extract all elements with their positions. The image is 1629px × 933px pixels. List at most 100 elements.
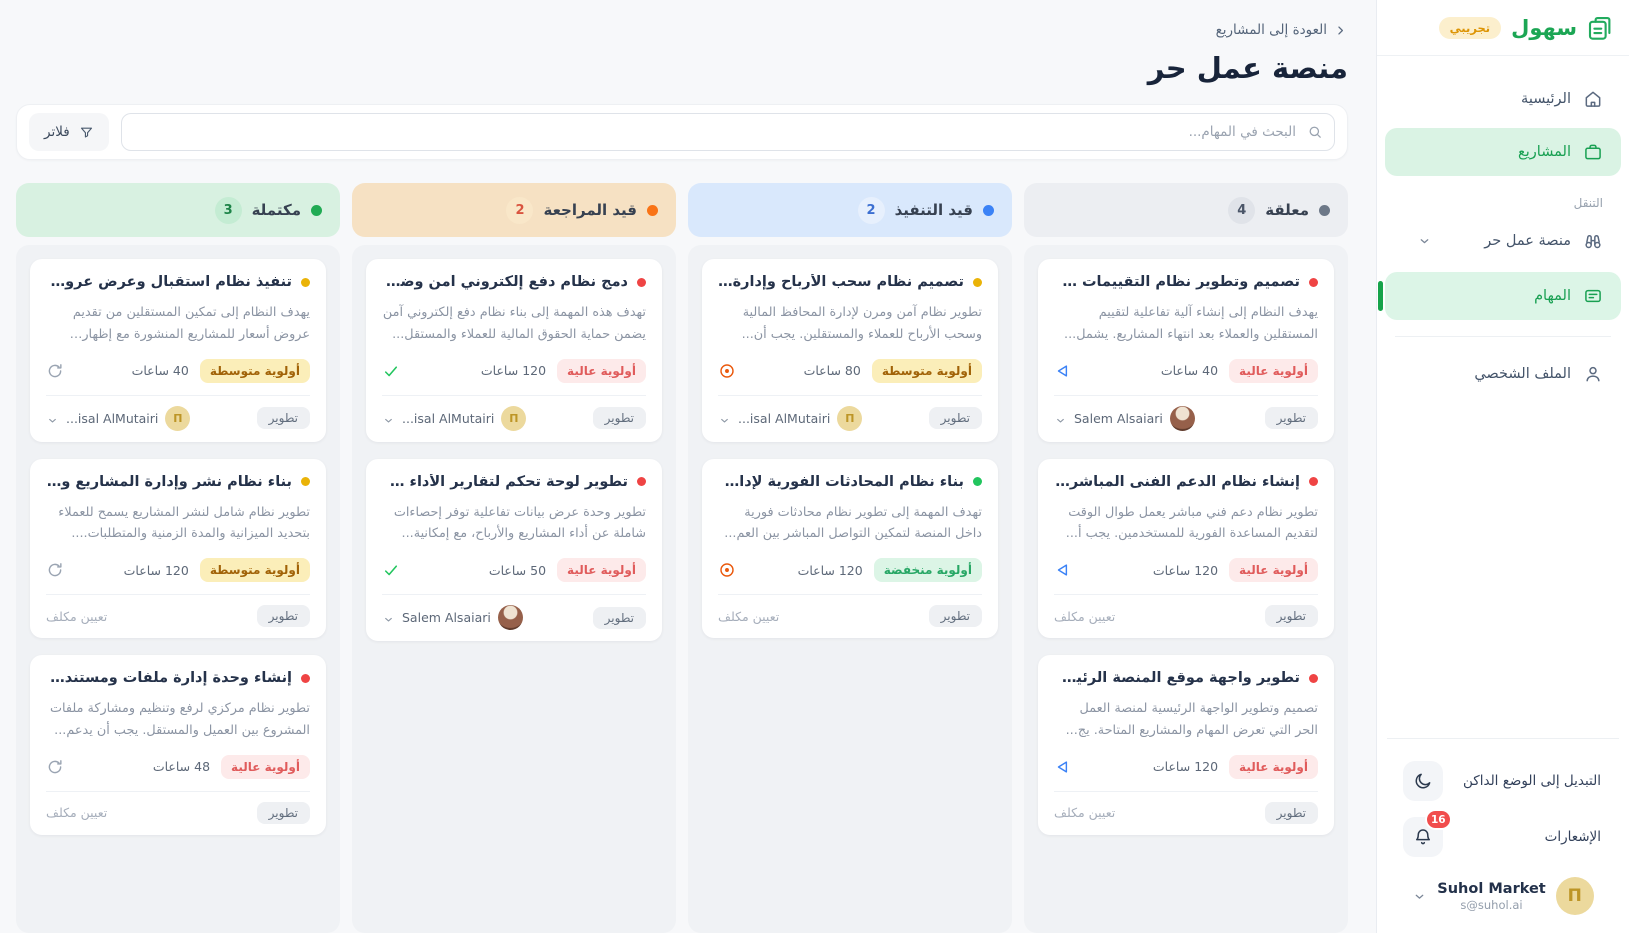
task-meta: أولوية عالية 120 ساعات: [382, 358, 646, 383]
task-card[interactable]: بناء نظام نشر وإدارة المشاريع والم... تطو…: [30, 458, 326, 638]
assign-button[interactable]: تعيين مكلف: [46, 608, 108, 624]
assignee-avatar: Π: [501, 405, 527, 431]
meta-group: أولوية عالية 120 ساعات: [481, 358, 646, 383]
breadcrumb-back[interactable]: العودة إلى المشاريع: [16, 22, 1348, 38]
task-meta: أولوية عالية 48 ساعات: [46, 754, 310, 779]
chevron-down-icon: [382, 412, 395, 425]
dark-mode-toggle[interactable]: التبديل إلى الوضع الداكن: [1377, 753, 1629, 809]
play-icon[interactable]: [1054, 362, 1072, 380]
task-card[interactable]: تصميم نظام سحب الأرباح وإدارة ال... تطوير…: [702, 259, 998, 442]
kanban-board: معلقة 4 تصميم وتطوير نظام التقييمات وال...…: [16, 183, 1348, 933]
task-footer: تطوير تعيين مكلف: [1054, 594, 1318, 627]
eye-icon[interactable]: [718, 561, 736, 579]
priority-badge: أولوية عالية: [557, 558, 646, 582]
task-title: تطوير لوحة تحكم لتقارير الأداء والإ...: [382, 473, 628, 490]
play-icon[interactable]: [1054, 561, 1072, 579]
chevron-down-icon[interactable]: [1417, 234, 1432, 249]
check-icon[interactable]: [382, 362, 400, 380]
column-count-badge: 4: [1228, 196, 1256, 224]
moon-icon: [1403, 761, 1443, 801]
user-email: s@suhol.ai: [1460, 897, 1523, 912]
breadcrumb-label: العودة إلى المشاريع: [1215, 22, 1327, 38]
card-title-row: بناء نظام المحادثات الفورية لإدارة ا...: [718, 474, 982, 490]
user-menu[interactable]: Π Suhol Market s@suhol.ai: [1377, 877, 1629, 915]
meta-group: أولوية متوسطة 120 ساعات: [124, 558, 310, 582]
assign-button[interactable]: تعيين مكلف: [1054, 608, 1116, 624]
tag-badge: تطوير: [1264, 407, 1318, 429]
column-status-dot: [1319, 204, 1330, 216]
task-footer: تطوير تعيين مكلف: [718, 594, 982, 627]
task-card[interactable]: تطوير لوحة تحكم لتقارير الأداء والإ... تط…: [366, 458, 662, 641]
eye-icon[interactable]: [718, 362, 736, 380]
assignee-avatar: [497, 605, 523, 630]
brand-header: سهول تجريبي: [1377, 0, 1629, 56]
assignee-name: Salem Alsaiari: [402, 610, 491, 625]
task-description: تطوير نظام شامل لنشر المشاريع يسمح للعمل…: [58, 504, 310, 542]
assignee-menu[interactable]: Salem Alsaiari: [382, 605, 523, 630]
meta-group: أولوية منخفضة 120 ساعات: [798, 558, 982, 582]
search-input[interactable]: [120, 113, 1335, 151]
divider: [1387, 738, 1619, 739]
page-title: منصة عمل حر: [1147, 51, 1348, 85]
assignee-menu[interactable]: Salem Alsaiari: [1054, 405, 1195, 431]
assignee-menu[interactable]: Π ...isal AlMutairi: [718, 405, 863, 431]
task-title: تطوير واجهة موقع المنصة الرئيسية: [1054, 670, 1300, 686]
task-card[interactable]: إنشاء نظام الدعم الفنى المباشر عل... تطوي…: [1038, 458, 1334, 638]
sidebar-item-profile[interactable]: الملف الشخصي: [1385, 351, 1621, 397]
tag-badge: تطوير: [928, 605, 982, 627]
assign-button[interactable]: تعيين مكلف: [46, 805, 108, 820]
column-header: قيد التنفيذ 2: [688, 183, 1012, 237]
task-footer: تطوير تعيين مكلف: [1054, 790, 1318, 824]
sidebar-item-workspace[interactable]: منصة عمل حر: [1385, 218, 1621, 264]
priority-dot: [1309, 277, 1318, 287]
task-card[interactable]: دمج نظام دفع إلكتروني آمن وضما... تهدف هذ…: [366, 259, 662, 442]
task-meta: أولوية متوسطة 80 ساعات: [718, 358, 982, 383]
assign-button[interactable]: تعيين مكلف: [1054, 805, 1116, 820]
assignee-avatar: Π: [165, 405, 191, 431]
chevron-down-icon: [1054, 412, 1067, 425]
sidebar-item-projects[interactable]: المشاريع: [1385, 128, 1621, 176]
column-header: قيد المراجعة 2: [352, 183, 676, 237]
priority-dot: [637, 277, 646, 287]
task-title: إنشاء نظام الدعم الفنى المباشر عل...: [1054, 473, 1300, 490]
hours-label: 80 ساعات: [803, 363, 861, 378]
task-card[interactable]: بناء نظام المحادثات الفورية لإدارة ا... ت…: [702, 458, 998, 638]
task-meta: أولوية عالية 120 ساعات: [1054, 558, 1318, 582]
task-description: تصميم وتطوير الواجهة الرئيسية لمنصة العم…: [1065, 701, 1318, 738]
filters-button[interactable]: فلاتر: [29, 113, 109, 151]
refresh-icon[interactable]: [46, 758, 64, 776]
sidebar-item-tasks[interactable]: المهام: [1378, 272, 1621, 320]
assignee-menu[interactable]: Π ...isal AlMutairi: [46, 405, 191, 431]
priority-dot: [637, 477, 646, 486]
check-icon[interactable]: [382, 561, 400, 579]
bell-icon: 16: [1403, 809, 1452, 857]
task-title: بناء نظام المحادثات الفورية لإدارة ا...: [718, 473, 964, 490]
tasks-icon: [1583, 286, 1603, 306]
notifications-button[interactable]: الإشعارات 16: [1377, 809, 1629, 865]
refresh-icon[interactable]: [46, 561, 64, 579]
sidebar-item-label: الملف الشخصي: [1474, 366, 1571, 382]
notifications-label: الإشعارات: [1544, 829, 1601, 845]
sidebar-nav: الرئيسية المشاريع التنقل منصة عمل حر: [1377, 56, 1629, 397]
assign-button[interactable]: تعيين مكلف: [718, 608, 780, 624]
task-meta: أولوية متوسطة 120 ساعات: [46, 558, 310, 582]
tag-badge: تطوير: [928, 407, 982, 429]
refresh-icon[interactable]: [46, 362, 64, 380]
priority-badge: أولوية عالية: [1229, 358, 1318, 383]
task-card[interactable]: إنشاء وحدة إدارة ملفات ومستندا... تطوير ن…: [30, 655, 326, 835]
task-card[interactable]: تنفيذ نظام استقبال وعرض عروض... يهدف النظ…: [30, 259, 326, 442]
trial-badge: تجريبي: [1438, 16, 1502, 39]
task-title: تصميم وتطوير نظام التقييمات وال...: [1054, 274, 1300, 290]
task-title: تنفيذ نظام استقبال وعرض عروض...: [46, 274, 292, 290]
tag-badge: تطوير: [256, 407, 310, 429]
column-count-badge: 3: [214, 196, 242, 224]
assignee-menu[interactable]: Π ...isal AlMutairi: [382, 405, 527, 431]
dark-mode-label: التبديل إلى الوضع الداكن: [1463, 773, 1601, 789]
sidebar-item-home[interactable]: الرئيسية: [1385, 76, 1621, 122]
brand-name: سهول: [1511, 15, 1577, 40]
priority-badge: أولوية عالية: [221, 754, 310, 779]
task-card[interactable]: تطوير واجهة موقع المنصة الرئيسية تصميم وت…: [1038, 655, 1334, 835]
task-card[interactable]: تصميم وتطوير نظام التقييمات وال... يهدف ا…: [1038, 259, 1334, 442]
play-icon[interactable]: [1054, 758, 1072, 776]
task-footer: تطوير Π ...isal AlMutairi: [718, 394, 982, 431]
